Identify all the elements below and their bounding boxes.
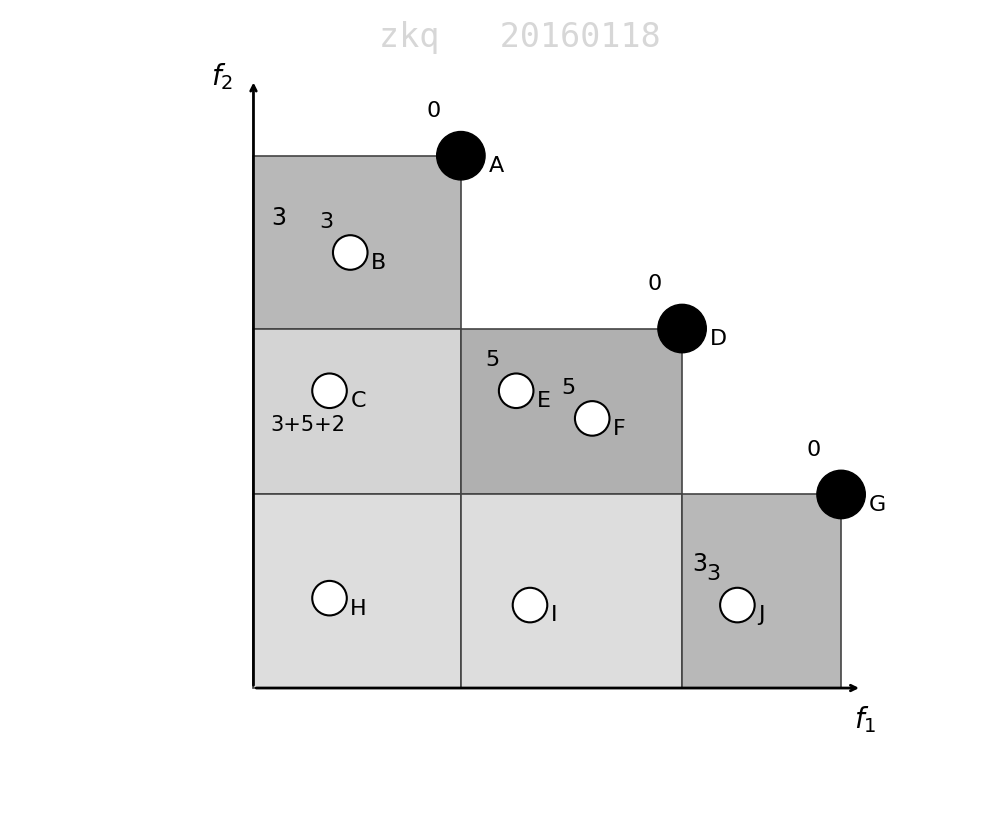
Bar	[253, 328, 461, 495]
Circle shape	[720, 588, 755, 622]
Bar	[461, 328, 682, 495]
Text: 5: 5	[561, 378, 575, 398]
Text: G: G	[869, 495, 886, 515]
Text: C: C	[350, 391, 366, 412]
Circle shape	[513, 588, 547, 622]
Bar	[461, 495, 682, 688]
Text: 3: 3	[692, 551, 707, 575]
Text: 3: 3	[271, 206, 286, 230]
Text: 5: 5	[485, 350, 499, 370]
Text: 3: 3	[706, 565, 720, 584]
Text: zkq   20160118: zkq 20160118	[379, 21, 661, 53]
Circle shape	[437, 132, 485, 180]
Text: 0: 0	[426, 101, 440, 121]
Text: D: D	[710, 329, 727, 349]
Bar	[253, 495, 461, 688]
Circle shape	[817, 470, 865, 518]
Bar	[682, 495, 841, 688]
Text: A: A	[489, 156, 504, 176]
Circle shape	[575, 401, 610, 435]
Text: $f_1$: $f_1$	[854, 704, 876, 735]
Text: H: H	[350, 598, 367, 619]
Text: 3: 3	[319, 212, 333, 232]
Text: J: J	[758, 606, 765, 625]
Bar	[253, 156, 461, 328]
Circle shape	[333, 235, 368, 270]
Circle shape	[312, 374, 347, 408]
Circle shape	[312, 581, 347, 616]
Text: E: E	[537, 391, 551, 412]
Text: 0: 0	[806, 439, 821, 460]
Text: 0: 0	[647, 274, 662, 294]
Circle shape	[658, 305, 706, 353]
Text: 3+5+2: 3+5+2	[271, 416, 346, 435]
Text: $f_2$: $f_2$	[211, 61, 233, 91]
Circle shape	[499, 374, 533, 408]
Text: I: I	[551, 606, 557, 625]
Text: F: F	[613, 419, 626, 439]
Text: B: B	[371, 253, 386, 273]
